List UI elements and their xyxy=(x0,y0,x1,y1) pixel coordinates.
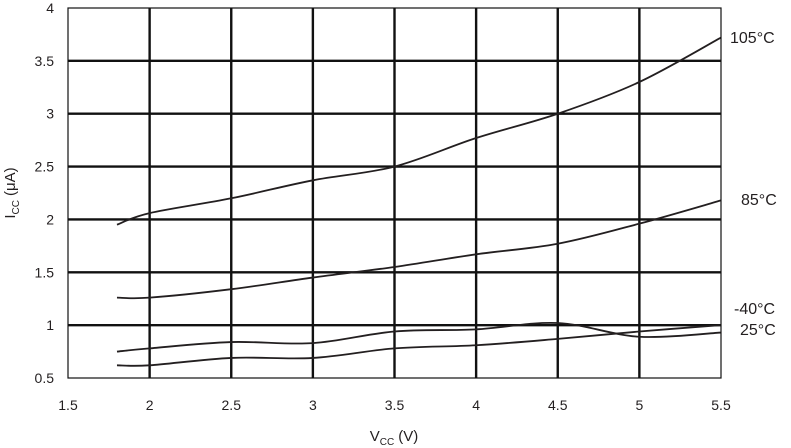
y-tick-label: 1 xyxy=(46,317,54,333)
x-tick-label: 1.5 xyxy=(58,397,78,413)
x-tick-label: 4 xyxy=(472,397,480,413)
plot-frame xyxy=(67,7,722,379)
grid-lines xyxy=(68,8,721,378)
series-lines xyxy=(116,36,722,367)
tick-labels: 1.5 2 2.5 3 3.5 4 4.5 5 5.5 0.5 1 1.5 2 2.5 3 3.5 4 xyxy=(35,0,731,413)
y-tick-label: 3.5 xyxy=(35,53,55,69)
series-label: 105°C xyxy=(730,30,775,47)
y-tick-label: 4 xyxy=(46,0,54,16)
y-tick-label: 2 xyxy=(46,211,54,227)
y-axis-title: ICC(μA) xyxy=(2,167,22,218)
y-tick-label: 1.5 xyxy=(35,264,55,280)
series-line xyxy=(116,324,722,367)
series-label: 85°C xyxy=(741,192,777,209)
x-axis-title: VCC (V) xyxy=(370,428,418,448)
y-tick-label: 3 xyxy=(46,106,54,122)
series-labels: 105°C 85°C -40°C 25°C xyxy=(730,30,777,339)
series-label: 25°C xyxy=(740,322,776,339)
x-tick-label: 5 xyxy=(635,397,643,413)
x-tick-label: 2.5 xyxy=(222,397,242,413)
x-tick-label: 4.5 xyxy=(548,397,568,413)
x-tick-label: 2 xyxy=(146,397,154,413)
series-line xyxy=(116,36,722,226)
x-tick-label: 3 xyxy=(309,397,317,413)
series-line xyxy=(116,199,722,300)
x-tick-label: 3.5 xyxy=(385,397,405,413)
x-tick-label: 5.5 xyxy=(711,397,731,413)
y-tick-label: 0.5 xyxy=(35,370,55,386)
y-tick-label: 2.5 xyxy=(35,159,55,175)
series-label: -40°C xyxy=(734,301,775,318)
